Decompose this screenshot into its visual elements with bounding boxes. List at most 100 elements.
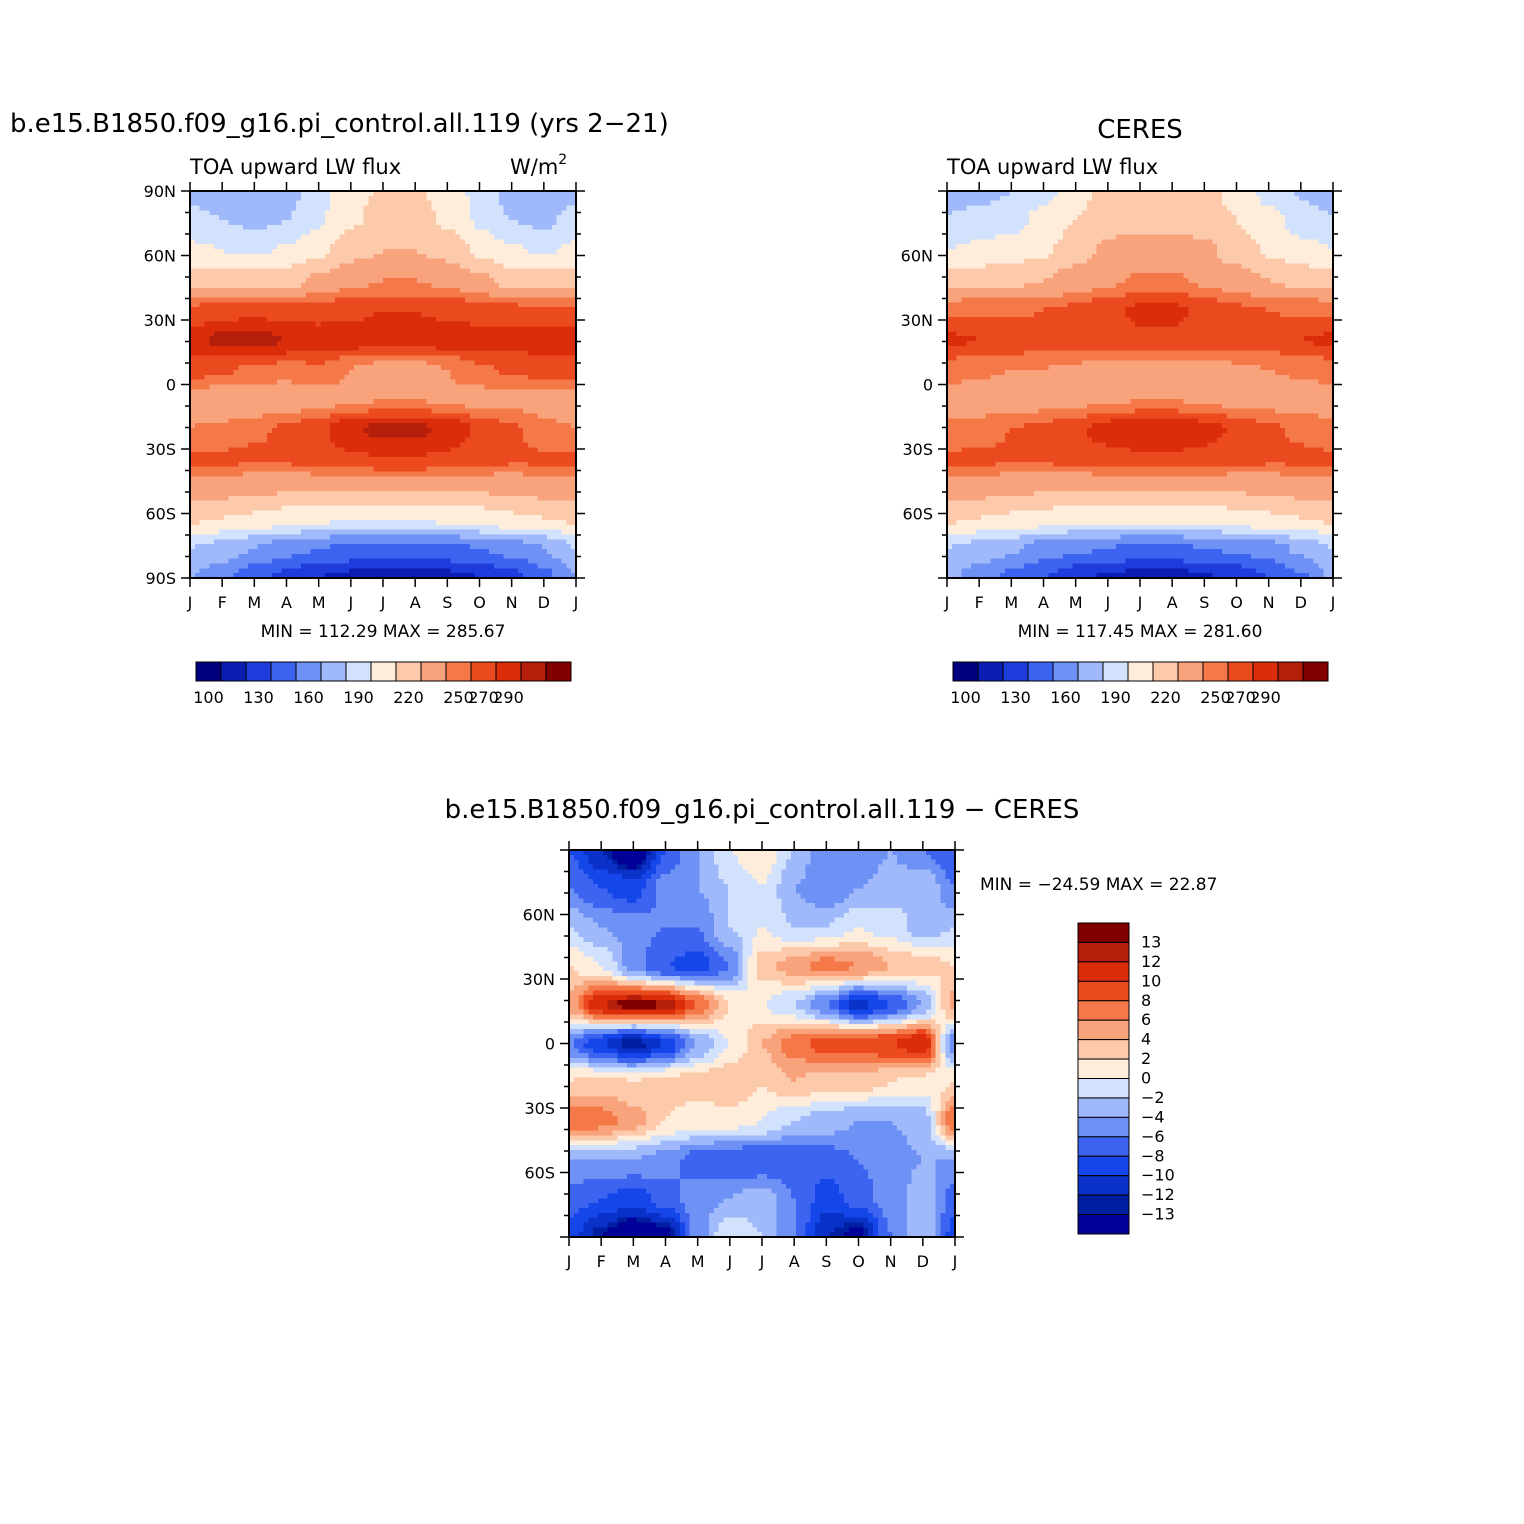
ceres-contour-cell xyxy=(1062,229,1247,236)
diff-contour-cell xyxy=(737,951,744,958)
diff-contour-cell xyxy=(844,1198,874,1204)
ceres-contour-cell xyxy=(1294,495,1334,502)
diff-contour-cell xyxy=(569,1145,638,1151)
ceres-contour-cell xyxy=(1067,529,1223,536)
diff-contour-cell xyxy=(950,995,956,1001)
model-contour-cell xyxy=(469,432,524,439)
ceres-contour-cell xyxy=(1222,200,1262,207)
diff-contour-cell xyxy=(578,859,589,866)
diff-contour-cell xyxy=(940,1028,946,1035)
diff-contour-cell xyxy=(752,1024,840,1030)
ceres-contour-cell xyxy=(1062,234,1117,240)
diff-contour-cell xyxy=(786,859,811,866)
diff-contour-cell xyxy=(593,903,657,909)
diff-contour-cell xyxy=(583,995,594,1001)
model-xtick-label: A xyxy=(281,593,292,612)
diff-contour-cell xyxy=(815,995,840,1001)
diff-contour-cell xyxy=(675,1227,681,1233)
ceres-contour-cell xyxy=(947,331,958,337)
model-contour-cell xyxy=(349,369,452,376)
diff-contour-cell xyxy=(660,970,720,977)
diff-contour-cell xyxy=(906,1232,937,1238)
diff-contour-cell xyxy=(766,999,797,1006)
model-contour-cell xyxy=(460,287,577,294)
diff-contour-cell xyxy=(679,1212,691,1219)
diff-contour-cell xyxy=(655,1125,739,1132)
model-contour-cell xyxy=(272,428,331,434)
ceres-contour-cell xyxy=(1019,534,1122,540)
model-contour-cell xyxy=(522,244,563,250)
model-contour-cell xyxy=(300,408,370,415)
ceres-contour-cell xyxy=(1222,548,1291,555)
diff-contour-cell xyxy=(766,1130,835,1137)
ceres-contour-cell xyxy=(1086,413,1228,419)
ceres-contour-cell xyxy=(1183,534,1291,540)
model-contour-cell xyxy=(329,534,461,540)
ceres-contour-cell xyxy=(947,452,1334,458)
model-contour-cell xyxy=(300,563,495,569)
diff-contour-cell xyxy=(911,1169,937,1175)
ceres-contour-cell xyxy=(985,495,1295,502)
ceres-contour-cell xyxy=(1207,442,1305,448)
diff-contour-cell xyxy=(617,1028,647,1035)
diff-contour-cell xyxy=(679,990,700,996)
model-contour-cell xyxy=(518,302,577,308)
ceres-contour-cell xyxy=(947,389,1334,395)
ceres-contour-cell xyxy=(947,442,996,448)
model-contour-plot xyxy=(189,190,577,579)
model-contour-cell xyxy=(513,510,577,516)
diff-contour-cell xyxy=(679,1227,686,1233)
model-contour-cell xyxy=(373,191,428,197)
model-contour-cell xyxy=(190,519,201,526)
diff-contour-cell xyxy=(728,917,787,924)
diff-contour-cell xyxy=(593,917,715,924)
diff-contour-cell xyxy=(626,1174,642,1180)
ceres-contour-cell xyxy=(1188,292,1252,299)
diff-contour-cell xyxy=(737,961,744,967)
model-contour-cell xyxy=(556,418,577,424)
diff-contour-cell xyxy=(940,980,956,987)
diff-contour-cell xyxy=(810,1004,831,1011)
diff-contour-cell xyxy=(790,1077,797,1083)
model-contour-cell xyxy=(218,215,292,221)
ceres-contour-cell xyxy=(1038,205,1088,211)
ceres-contour-cell xyxy=(1091,287,1223,294)
model-contour-cell xyxy=(190,548,249,555)
diff-contour-cell xyxy=(935,1111,942,1117)
ceres-contour-cell xyxy=(1226,428,1286,434)
diff-contour-cell xyxy=(795,1222,807,1228)
diff-contour-cell xyxy=(863,1232,869,1238)
model-contour-cell xyxy=(344,374,452,381)
model-contour-cell xyxy=(238,365,355,371)
ceres-contour-cell xyxy=(961,379,1320,386)
diff-contour-cell xyxy=(617,1120,647,1127)
model-contour-cell xyxy=(190,534,249,540)
diff-contour-cell xyxy=(612,854,647,861)
diff-contour-cell xyxy=(935,1058,942,1064)
diff-contour-cell xyxy=(704,951,720,958)
model-colorbar-box xyxy=(420,661,447,682)
model-contour-cell xyxy=(296,205,331,211)
model-contour-cell xyxy=(276,490,490,497)
diff-contour-cell xyxy=(651,1193,681,1199)
diff-contour-cell xyxy=(930,1024,942,1030)
diff-contour-cell xyxy=(655,879,700,885)
ceres-contour-cell xyxy=(947,529,977,536)
diff-contour-cell xyxy=(940,1116,946,1122)
diff-contour-cell xyxy=(810,854,889,861)
ceres-contour-cell xyxy=(990,200,1049,207)
diff-contour-cell xyxy=(790,922,831,928)
ceres-contour-cell xyxy=(947,249,1054,255)
diff-colorbar-label: −4 xyxy=(1141,1107,1165,1126)
diff-contour-cell xyxy=(747,956,758,962)
diff-contour-cell xyxy=(863,883,942,890)
diff-contour-cell xyxy=(930,1033,937,1040)
model-contour-cell xyxy=(325,360,374,366)
ceres-xtick-label: M xyxy=(1069,593,1083,612)
diff-contour-cell xyxy=(945,1024,956,1030)
diff-contour-cell xyxy=(810,1207,869,1214)
diff-contour-cell xyxy=(795,1217,811,1224)
diff-contour-cell xyxy=(786,1183,816,1190)
